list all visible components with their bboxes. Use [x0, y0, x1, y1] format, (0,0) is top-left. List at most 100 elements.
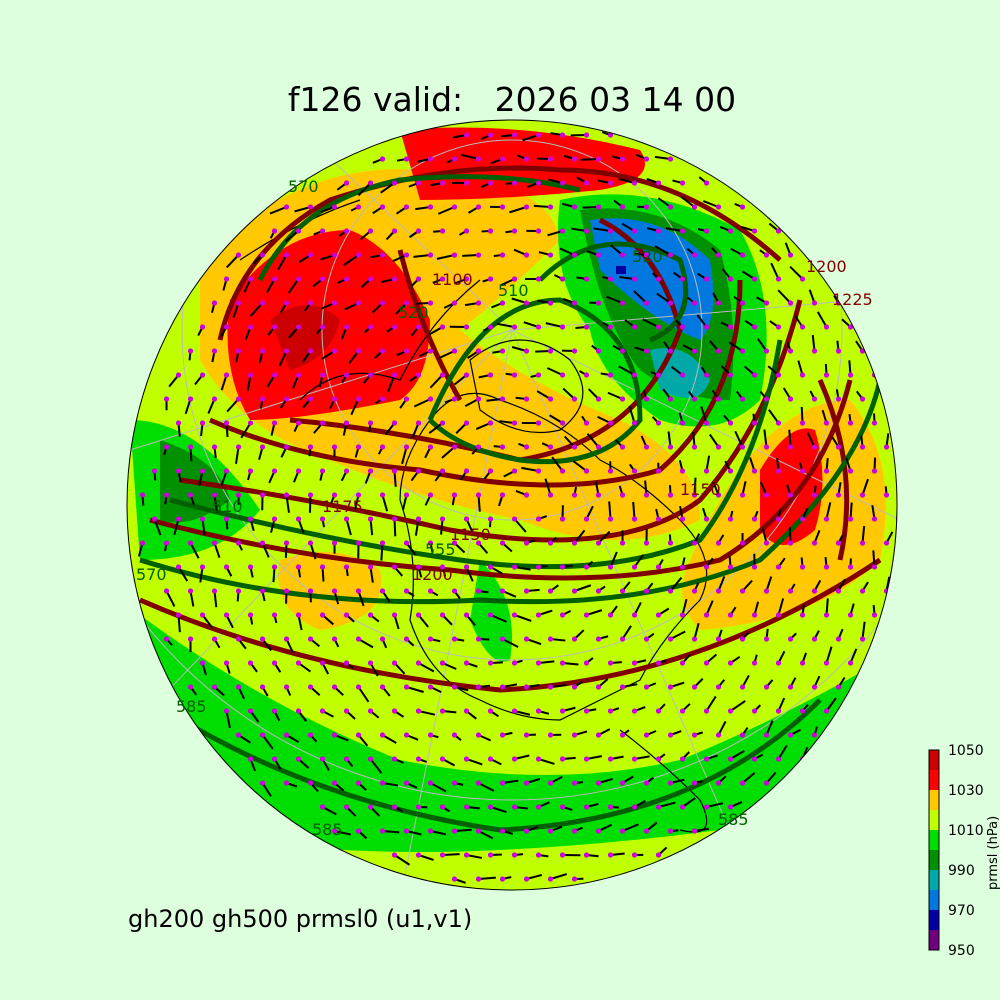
wind-barb-dot: [883, 492, 890, 498]
wind-barb-dot: [355, 732, 362, 738]
wind-barb-dot: [259, 588, 266, 594]
wind-barb-dot: [415, 468, 422, 474]
wind-barb-dot: [871, 612, 878, 618]
wind-barb-dot: [715, 300, 722, 306]
wind-barb-dot: [403, 732, 410, 738]
wind-barb-dot: [223, 612, 230, 618]
wind-barb-dot: [415, 804, 422, 810]
wind-barb-dot: [403, 540, 410, 546]
wind-barb-dot: [667, 540, 674, 546]
wind-barb: [382, 782, 399, 787]
wind-barb-dot: [415, 180, 422, 186]
wind-barb-dot: [427, 156, 434, 162]
wind-barb-dot: [535, 276, 542, 282]
wind-barb-dot: [259, 348, 266, 354]
wind-barb-dot: [151, 516, 158, 522]
wind-barb-dot: [547, 300, 554, 306]
wind-barb-dot: [259, 252, 266, 258]
wind-barb-dot: [475, 300, 482, 306]
wind-barb-dot: [403, 204, 410, 210]
wind-barb-dot: [607, 468, 614, 474]
wind-barb-dot: [367, 612, 374, 618]
wind-barb-dot: [427, 540, 434, 546]
wind-barb-dot: [187, 588, 194, 594]
wind-barb-dot: [427, 828, 434, 834]
fill-1000-1010-rockies: [470, 560, 512, 662]
contour-label: 570: [288, 177, 319, 196]
wind-barb-dot: [511, 276, 518, 282]
wind-barb: [496, 322, 515, 328]
wind-barb-dot: [247, 468, 254, 474]
wind-barb-dot: [175, 372, 182, 378]
contour-label: 1100: [432, 270, 473, 289]
colorbar-tick: 950: [948, 943, 975, 959]
wind-barb: [608, 501, 612, 520]
wind-barb-dot: [487, 852, 494, 858]
wind-barb-dot: [559, 564, 566, 570]
wind-barb-dot: [535, 660, 542, 666]
wind-barb-dot: [643, 252, 650, 258]
wind-barb-dot: [499, 300, 506, 306]
wind-barb-dot: [499, 636, 506, 642]
wind-barb-dot: [823, 468, 830, 474]
wind-barb: [702, 200, 719, 208]
wind-barb: [899, 508, 904, 519]
wind-barb-dot: [787, 300, 794, 306]
wind-barb: [729, 700, 746, 712]
wind-barb: [667, 431, 672, 448]
wind-barb: [261, 542, 270, 558]
wind-barb-dot: [523, 204, 530, 210]
wind-barb-dot: [331, 444, 338, 450]
wind-barb-dot: [619, 828, 626, 834]
wind-barb-dot: [523, 636, 530, 642]
wind-barb: [428, 422, 444, 434]
wind-barb-dot: [391, 180, 398, 186]
wind-barb-dot: [199, 612, 206, 618]
wind-barb-dot: [211, 636, 218, 642]
wind-barb-dot: [307, 780, 314, 786]
wind-barb-dot: [727, 420, 734, 426]
wind-barb-dot: [559, 612, 566, 618]
wind-barb-dot: [655, 852, 662, 858]
wind-barb-dot: [283, 540, 290, 546]
wind-barb-dot: [415, 276, 422, 282]
wind-barb: [618, 365, 635, 376]
wind-barb-dot: [643, 300, 650, 306]
wind-barb-dot: [295, 756, 302, 762]
wind-barb-dot: [547, 684, 554, 690]
wind-barb-dot: [427, 204, 434, 210]
wind-barb-dot: [739, 252, 746, 258]
wind-barb-dot: [187, 540, 194, 546]
wind-barb: [717, 576, 726, 592]
wind-barb: [670, 630, 686, 640]
wind-barb-dot: [655, 660, 662, 666]
colorbar-bin: [929, 910, 939, 930]
wind-barb-dot: [439, 804, 446, 810]
wind-barb-dot: [667, 396, 674, 402]
wind-barb-dot: [799, 660, 806, 666]
wind-barb-dot: [355, 780, 362, 786]
wind-barb-dot: [703, 564, 710, 570]
wind-barb: [309, 542, 317, 560]
wind-barb-dot: [535, 180, 542, 186]
wind-barb: [369, 758, 383, 774]
wind-barb: [430, 830, 447, 836]
wind-barb-dot: [775, 660, 782, 666]
fill-1000-1010: [127, 600, 897, 890]
wind-barb-dot: [607, 276, 614, 282]
wind-barb-dot: [571, 300, 578, 306]
wind-barb-dot: [763, 492, 770, 498]
wind-barb-dot: [391, 852, 398, 858]
wind-barb-dot: [847, 612, 854, 618]
wind-barb: [173, 518, 180, 535]
wind-barb-dot: [163, 588, 170, 594]
wind-barb-dot: [787, 348, 794, 354]
wind-barb-dot: [559, 324, 566, 330]
wind-barb-dot: [631, 852, 638, 858]
wind-barb-dot: [607, 180, 614, 186]
wind-barb-dot: [547, 156, 554, 162]
wind-barb: [278, 350, 288, 367]
wind-barb-dot: [571, 252, 578, 258]
wind-barb-dot: [235, 252, 242, 258]
wind-barb-dot: [463, 420, 470, 426]
